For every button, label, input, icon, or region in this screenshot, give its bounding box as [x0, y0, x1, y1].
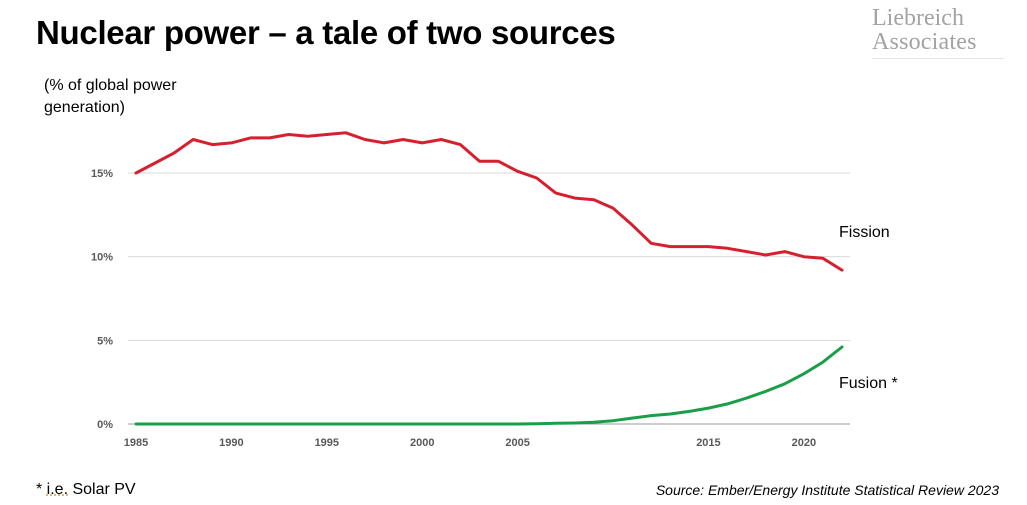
chart-title: Nuclear power – a tale of two sources — [36, 14, 616, 51]
x-tick-label: 1990 — [219, 437, 243, 449]
y-axis-unit-label: (% of global power generation) — [44, 77, 177, 116]
liebreich-associates-logo: Liebreich Associates — [872, 6, 1004, 54]
x-tick-label: 2005 — [505, 437, 529, 449]
source-note: Source: Ember/Energy Institute Statistic… — [655, 482, 999, 498]
series-line-fission — [134, 131, 844, 272]
x-tick-label: 1995 — [315, 437, 339, 449]
y-tick-label: 0% — [97, 419, 113, 431]
logo-line-1: Liebreich — [872, 5, 964, 31]
footnote-star: * — [36, 481, 47, 498]
footnote-ie: i.e. — [46, 481, 69, 498]
series-label-fusion: Fusion * — [839, 375, 898, 392]
footnote-text: Solar PV — [68, 481, 136, 498]
y-tick-label: 5% — [97, 335, 113, 347]
logo-divider — [872, 58, 1004, 59]
logo-line-2: Associates — [872, 29, 977, 55]
x-tick-label: 2020 — [792, 437, 816, 449]
x-tick-label: 1985 — [124, 437, 148, 449]
y-tick-label: 10% — [91, 252, 113, 264]
y-tick-label: 15% — [91, 168, 113, 180]
x-tick-label: 2015 — [696, 437, 720, 449]
footnote: * i.e. Solar PV — [36, 481, 136, 499]
x-tick-label: 2000 — [410, 437, 434, 449]
series-label-fission: Fission — [839, 224, 890, 241]
series-line-fusion — [134, 345, 844, 426]
